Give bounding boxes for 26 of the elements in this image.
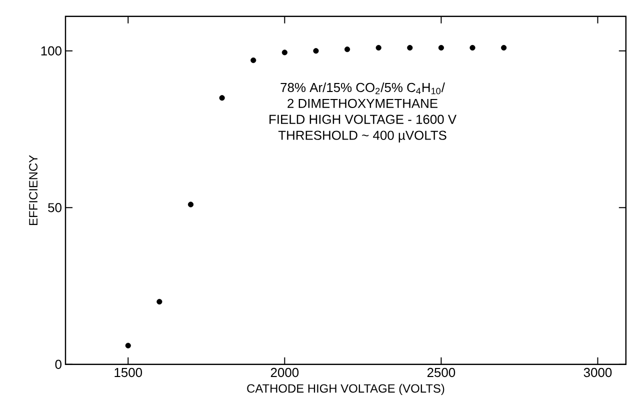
y-axis-title: EFFICIENCY [29, 155, 38, 225]
point [438, 44, 444, 51]
point [125, 342, 131, 348]
x-axis-title: CATHODE HIGH VOLTAGE (VOLTS) [247, 384, 444, 396]
x-tick-label: 1500 [114, 368, 142, 378]
point [376, 44, 382, 51]
x-tick-label: 2000 [270, 368, 299, 378]
y-tick-label: 100 [41, 46, 62, 56]
point [156, 298, 162, 304]
point [344, 46, 350, 52]
annotation: FIELD HIGH VOLTAGE - 1600 V [270, 114, 456, 124]
annotation: 2 DIMETHOXYMETHANE [288, 98, 438, 108]
annotation: 78% Ar/15% CO$_{2}$/5% C$_{4}$H$_{10}$/ [280, 82, 445, 94]
point [313, 48, 319, 54]
point [282, 50, 288, 56]
x-tick-label: 2500 [427, 368, 456, 378]
point [407, 44, 413, 51]
point [250, 57, 256, 64]
x-tick-label: 3000 [584, 368, 612, 378]
point [501, 44, 507, 51]
annotation: THRESHOLD ~ 400 µVOLTS [278, 130, 446, 142]
point [470, 44, 476, 51]
point [219, 95, 225, 101]
y-tick-label: 0 [55, 360, 62, 369]
point [188, 202, 194, 208]
y-tick-label: 50 [48, 203, 62, 212]
